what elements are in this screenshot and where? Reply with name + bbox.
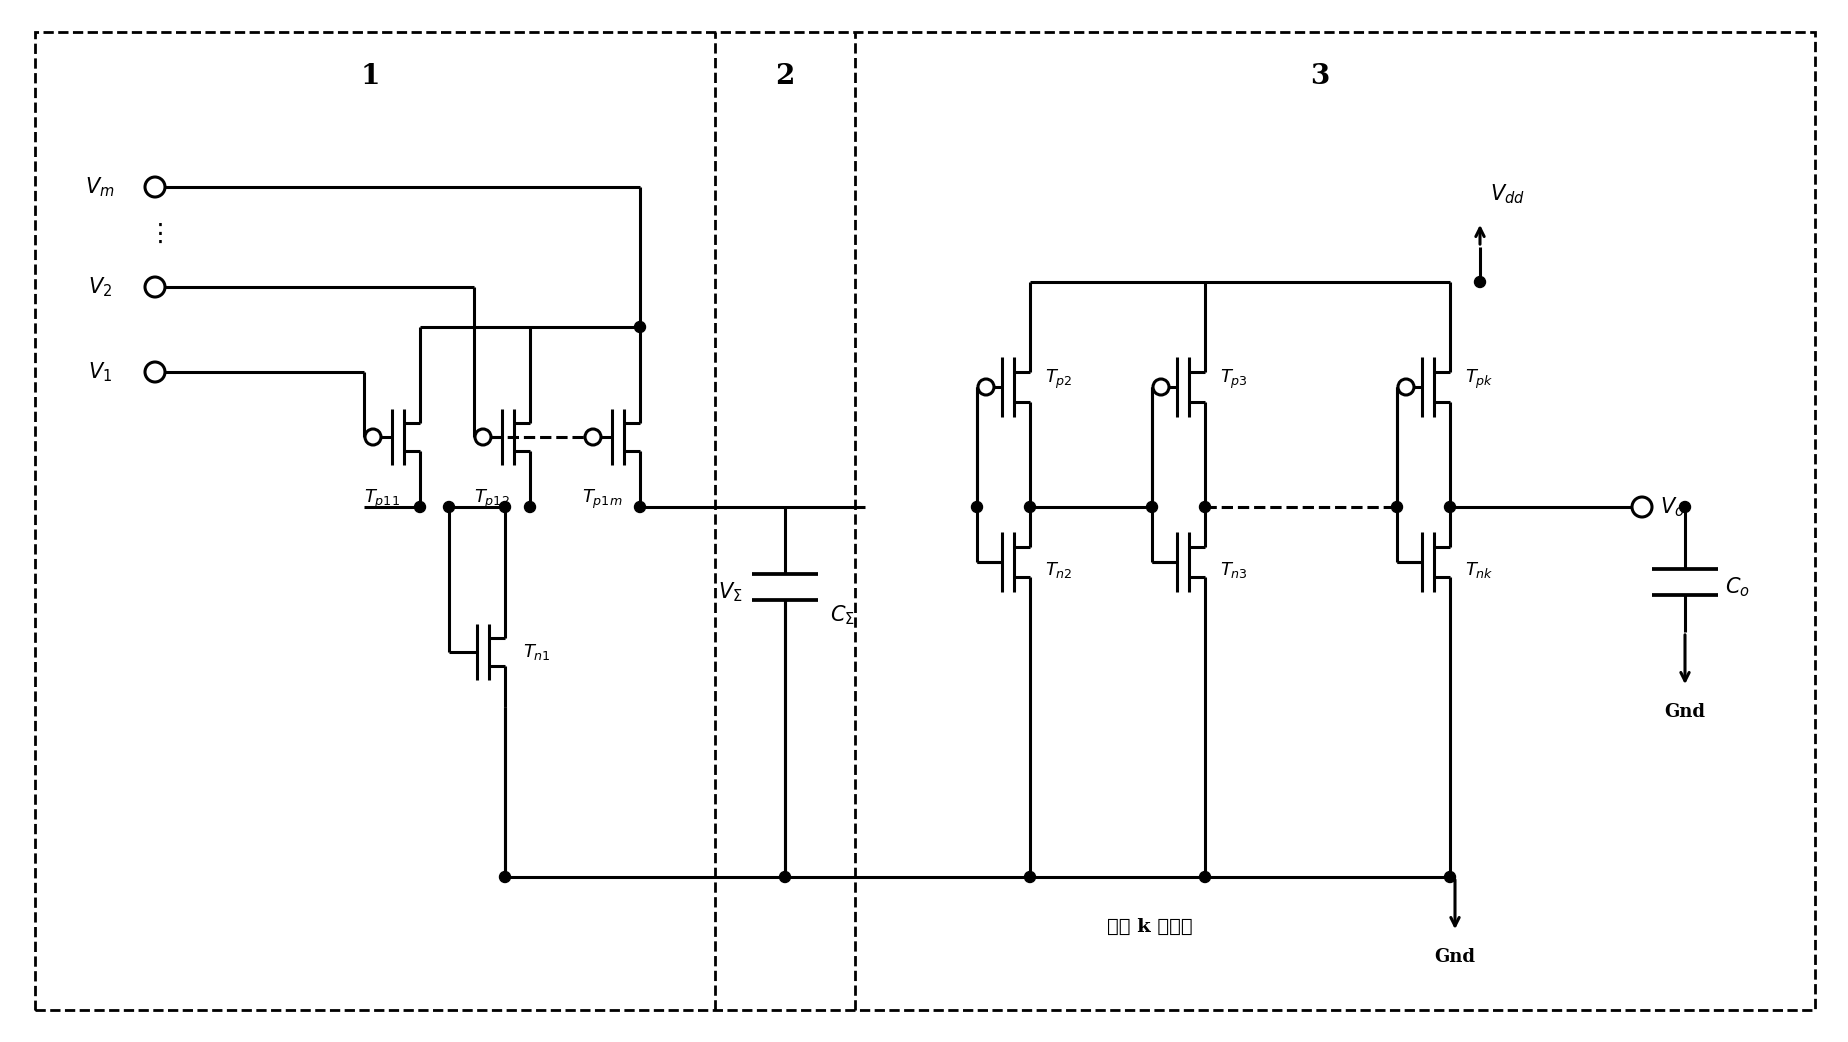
Circle shape (634, 501, 645, 513)
Text: $V_2$: $V_2$ (89, 275, 113, 299)
Text: $T_{n2}$: $T_{n2}$ (1044, 560, 1072, 580)
Circle shape (144, 277, 164, 297)
Circle shape (1146, 501, 1157, 513)
Circle shape (475, 429, 492, 445)
Text: $T_{n1}$: $T_{n1}$ (523, 642, 551, 662)
Text: $T_{p2}$: $T_{p2}$ (1044, 368, 1072, 391)
Text: $\vdots$: $\vdots$ (148, 222, 163, 246)
Circle shape (499, 501, 510, 513)
Circle shape (1443, 501, 1454, 513)
Circle shape (144, 177, 164, 197)
Circle shape (1199, 871, 1210, 883)
Text: $T_{p1m}$: $T_{p1m}$ (582, 488, 623, 511)
Circle shape (1392, 501, 1403, 513)
Circle shape (1678, 501, 1689, 513)
Text: $V_\Sigma$: $V_\Sigma$ (717, 580, 741, 603)
Text: $T_{p11}$: $T_{p11}$ (364, 488, 399, 511)
Text: 2: 2 (774, 64, 795, 91)
Text: $V_{dd}$: $V_{dd}$ (1489, 182, 1525, 206)
Circle shape (499, 871, 510, 883)
Text: $T_{nk}$: $T_{nk}$ (1464, 560, 1493, 580)
Circle shape (780, 871, 791, 883)
Text: $V_o$: $V_o$ (1660, 495, 1684, 519)
Circle shape (1153, 379, 1168, 395)
Circle shape (1199, 501, 1210, 513)
Circle shape (970, 501, 981, 513)
Circle shape (584, 429, 601, 445)
Text: $V_m$: $V_m$ (85, 175, 115, 199)
Text: $V_1$: $V_1$ (89, 361, 113, 383)
Circle shape (1024, 871, 1035, 883)
Circle shape (414, 501, 425, 513)
Text: 1: 1 (360, 64, 379, 91)
Text: $C_\Sigma$: $C_\Sigma$ (830, 603, 854, 627)
Text: $T_{pk}$: $T_{pk}$ (1464, 368, 1493, 391)
Circle shape (444, 501, 455, 513)
Text: Gnd: Gnd (1434, 948, 1475, 966)
Circle shape (525, 501, 536, 513)
Text: Gnd: Gnd (1663, 703, 1704, 721)
Text: $C_o$: $C_o$ (1724, 575, 1748, 599)
Text: $T_{p3}$: $T_{p3}$ (1220, 368, 1247, 391)
Circle shape (144, 362, 164, 382)
Circle shape (634, 322, 645, 332)
Circle shape (1024, 501, 1035, 513)
Text: $T_{p12}$: $T_{p12}$ (473, 488, 510, 511)
Circle shape (978, 379, 994, 395)
Circle shape (1443, 871, 1454, 883)
Text: $T_{n3}$: $T_{n3}$ (1220, 560, 1247, 580)
Text: 3: 3 (1310, 64, 1329, 91)
Circle shape (1473, 276, 1484, 288)
Text: 其中 k 为奇数: 其中 k 为奇数 (1107, 918, 1192, 936)
Circle shape (1632, 497, 1650, 517)
Circle shape (364, 429, 381, 445)
Circle shape (1397, 379, 1414, 395)
